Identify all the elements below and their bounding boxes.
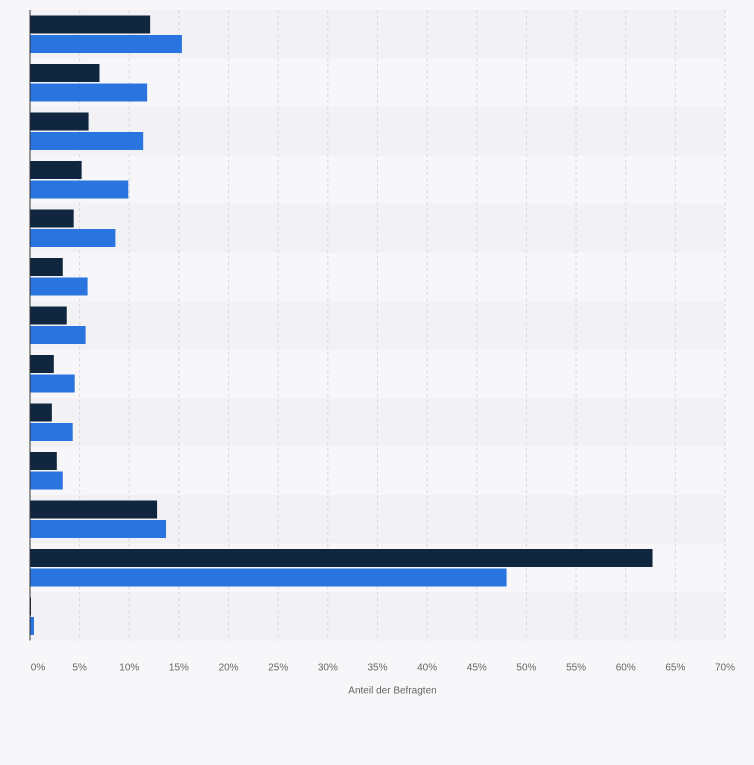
bar-series-1[interactable] <box>30 452 57 470</box>
bar-series-2[interactable] <box>30 568 507 587</box>
bar-series-2[interactable] <box>30 471 63 490</box>
x-tick-label: 35% <box>367 663 387 674</box>
x-tick-label: 50% <box>516 663 536 674</box>
bar-series-1[interactable] <box>30 258 63 276</box>
bars <box>30 15 653 635</box>
row-band <box>30 398 725 447</box>
x-tick-label: 25% <box>268 663 288 674</box>
bar-series-2[interactable] <box>30 374 75 393</box>
x-tick-label: 15% <box>169 663 189 674</box>
bar-series-2[interactable] <box>30 326 86 344</box>
bar-series-2[interactable] <box>30 83 148 102</box>
x-axis-label: Anteil der Befragten <box>348 686 436 697</box>
x-tick-label: 65% <box>665 663 685 674</box>
bar-series-2[interactable] <box>30 35 182 53</box>
x-tick-label: 10% <box>119 663 139 674</box>
x-tick-label: 45% <box>467 663 487 674</box>
bar-series-1[interactable] <box>30 355 54 373</box>
bar-series-1[interactable] <box>30 209 74 228</box>
x-tick-label: 20% <box>219 663 239 674</box>
bar-series-1[interactable] <box>30 403 52 422</box>
bar-series-1[interactable] <box>30 64 100 82</box>
x-tick-label: 0% <box>31 663 46 674</box>
x-tick-labels: 0% 5% 10% 15% 20% 25% 30% 35% 40% 45% 50% 55% 60% 65%… <box>31 663 735 674</box>
bar-series-1[interactable] <box>30 500 158 519</box>
bar-series-1[interactable] <box>30 549 653 567</box>
x-tick-label: 55% <box>566 663 586 674</box>
bar-series-1[interactable] <box>30 161 82 179</box>
x-tick-label: 60% <box>616 663 636 674</box>
x-tick-label: 30% <box>318 663 338 674</box>
row-band <box>30 446 725 495</box>
bar-series-1[interactable] <box>30 112 89 131</box>
x-tick-label: 70% <box>715 663 735 674</box>
bar-series-2[interactable] <box>30 423 73 441</box>
bar-series-2[interactable] <box>30 229 116 247</box>
bar-series-2[interactable] <box>30 277 88 296</box>
bar-series-2[interactable] <box>30 520 167 538</box>
bar-series-1[interactable] <box>30 15 151 34</box>
bar-series-2[interactable] <box>30 617 34 635</box>
bar-series-2[interactable] <box>30 132 144 150</box>
bar-series-1[interactable] <box>30 306 67 325</box>
bar-series-2[interactable] <box>30 180 129 199</box>
x-tick-label: 40% <box>417 663 437 674</box>
x-tick-label: 5% <box>72 663 87 674</box>
